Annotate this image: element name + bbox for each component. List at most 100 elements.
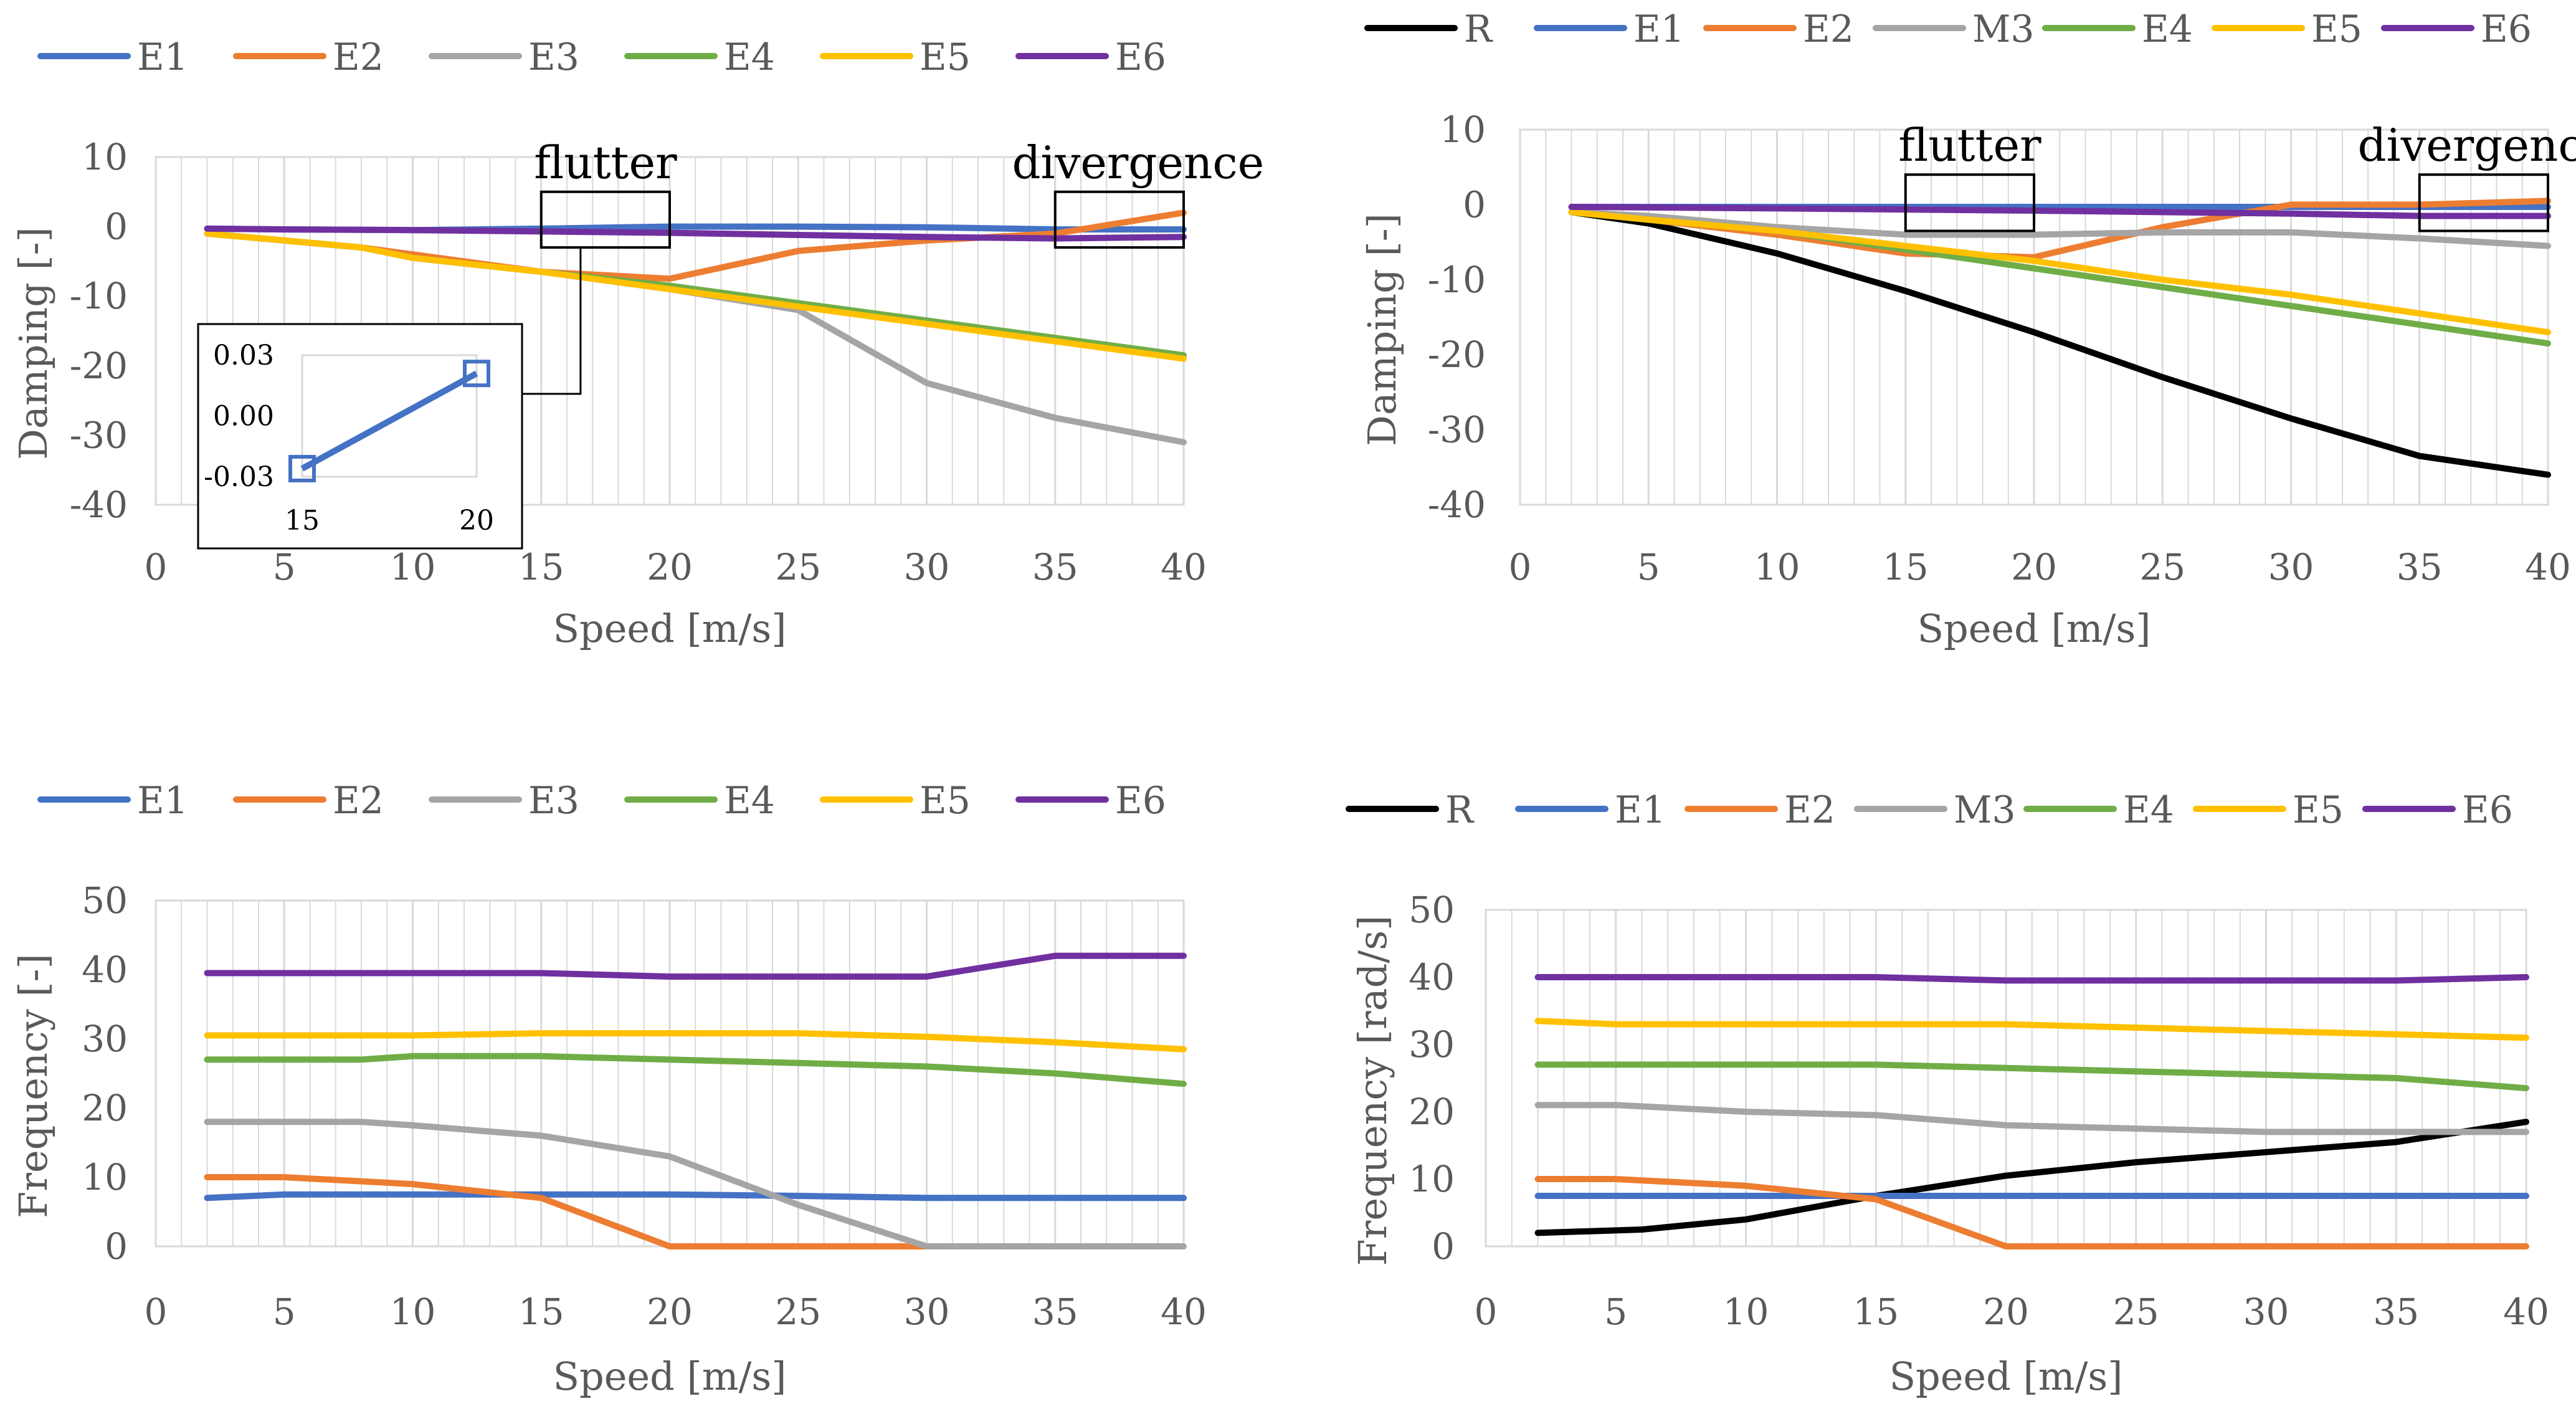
legend-label-e1: E1: [1615, 788, 1666, 832]
inset-marker: [463, 360, 490, 388]
series-line-e6: [1568, 204, 2551, 219]
series-line-e5: [1568, 209, 2551, 336]
series-line-e4: [204, 1053, 1187, 1087]
x-tick-label: 0: [1509, 546, 1532, 588]
x-tick-label: 10: [1754, 546, 1800, 588]
x-tick-label: 20: [1983, 1291, 2029, 1333]
series-line-e5: [204, 1030, 1187, 1053]
series-line-e3: [204, 1119, 1187, 1249]
inset-x-tick-label: 20: [459, 505, 494, 537]
series-line-e5: [204, 230, 1187, 362]
legend-label-r: R: [1464, 7, 1493, 51]
legend-label-e6: E6: [1115, 36, 1166, 79]
y-tick-label: 50: [82, 879, 128, 922]
annotation-box: [1904, 173, 2035, 232]
legend-label-e4: E4: [2142, 7, 2193, 51]
legend-label-e3: E3: [528, 36, 579, 79]
y-tick-label: -10: [1428, 259, 1486, 301]
y-axis-label: Damping [-]: [1359, 213, 1405, 446]
y-tick-label: -30: [70, 414, 128, 456]
x-tick-label: 25: [775, 1291, 821, 1333]
x-tick-label: 15: [518, 1291, 564, 1333]
series-line-e6: [1534, 974, 2529, 984]
legend-label-e6: E6: [2462, 788, 2513, 832]
y-tick-label: 30: [1409, 1023, 1455, 1066]
inset-plot-area: [301, 354, 478, 478]
legend-label-e5: E5: [2293, 788, 2344, 832]
x-tick-label: 10: [390, 1291, 436, 1333]
legend-label-e2: E2: [333, 36, 384, 79]
inset-marker: [288, 455, 316, 482]
y-tick-label: -40: [1428, 484, 1486, 526]
annotation-label: divergence: [2357, 119, 2576, 171]
series-line-e2: [1534, 1176, 2529, 1249]
x-tick-label: 30: [2243, 1291, 2289, 1333]
inset-y-tick-label: -0.03: [204, 461, 274, 493]
legend-label-e2: E2: [1803, 7, 1854, 51]
series-line-e1: [204, 1191, 1187, 1201]
series-line-r: [1534, 1119, 2529, 1236]
y-tick-label: 50: [1409, 889, 1455, 931]
y-axis-label: Damping [-]: [11, 227, 56, 460]
x-tick-label: 25: [2113, 1291, 2159, 1333]
legend-label-e4: E4: [2123, 788, 2174, 832]
x-tick-label: 40: [2525, 546, 2571, 588]
y-tick-label: 10: [82, 1156, 128, 1198]
legend-label-e1: E1: [137, 36, 188, 79]
legend-label-e2: E2: [333, 779, 384, 823]
x-tick-label: 10: [1723, 1291, 1769, 1333]
x-tick-label: 15: [1883, 546, 1929, 588]
annotation-box: [1053, 190, 1185, 249]
inset-y-tick-label: 0.00: [213, 401, 274, 432]
x-tick-label: 35: [1032, 546, 1078, 588]
y-tick-label: 40: [82, 948, 128, 991]
series-line-e2: [204, 1174, 930, 1249]
x-tick-label: 20: [647, 546, 693, 588]
x-tick-label: 5: [273, 546, 296, 588]
x-tick-label: 40: [1161, 1291, 1207, 1333]
x-tick-label: 35: [1032, 1291, 1078, 1333]
y-tick-label: 0: [1432, 1225, 1455, 1268]
x-tick-label: 25: [2139, 546, 2185, 588]
x-tick-label: 5: [273, 1291, 296, 1333]
inset-x-tick-label: 15: [285, 505, 320, 537]
x-tick-label: 35: [2373, 1291, 2419, 1333]
legend-label-m3: M3: [1972, 7, 2035, 51]
series-line-e5: [1534, 1018, 2529, 1041]
y-tick-label: 10: [1440, 108, 1486, 151]
y-tick-label: 30: [82, 1018, 128, 1060]
x-tick-label: 40: [2503, 1291, 2549, 1333]
y-tick-label: 0: [1463, 183, 1486, 226]
legend-label-m3: M3: [1954, 788, 2016, 832]
series-line-m3: [1568, 209, 2551, 249]
x-tick-label: 20: [2011, 546, 2057, 588]
y-tick-label: 40: [1409, 956, 1455, 998]
y-tick-label: -40: [70, 484, 128, 526]
x-tick-label: 30: [904, 1291, 950, 1333]
legend-label-e6: E6: [2481, 7, 2532, 51]
y-tick-label: 10: [82, 136, 128, 178]
annotation-label: divergence: [1012, 136, 1264, 189]
legend-label-e6: E6: [1115, 779, 1166, 823]
inset-connector: [522, 247, 582, 395]
chart-frequency-left: 0 5 10 15 20 25 30 35 40 50 40 30 20 10 0 Speed [m/s] Fr…: [11, 779, 1207, 1399]
x-tick-label: 30: [904, 546, 950, 588]
y-tick-label: -30: [1428, 409, 1486, 451]
series-line-r: [1568, 209, 2551, 478]
legend-label-e4: E4: [724, 779, 775, 823]
x-tick-label: 20: [647, 1291, 693, 1333]
legend-label-e3: E3: [528, 779, 579, 823]
y-tick-label: -10: [70, 275, 128, 317]
inset-series-line: [300, 370, 478, 472]
inset-y-tick-label: 0.03: [213, 340, 274, 371]
series-line-m3: [1534, 1102, 2529, 1135]
x-axis-label: Speed [m/s]: [553, 1354, 787, 1399]
chart-frequency-right: 0 5 10 15 20 25 30 35 40 50 40 30 20 10 0 Speed [m/s] Fr…: [1346, 788, 2549, 1399]
series-line-e6: [204, 952, 1187, 980]
y-axis-label: Frequency [-]: [11, 953, 56, 1218]
legend-label-e5: E5: [920, 779, 971, 823]
x-tick-label: 40: [1161, 546, 1207, 588]
y-tick-label: 0: [105, 206, 128, 248]
x-tick-label: 10: [390, 546, 436, 588]
